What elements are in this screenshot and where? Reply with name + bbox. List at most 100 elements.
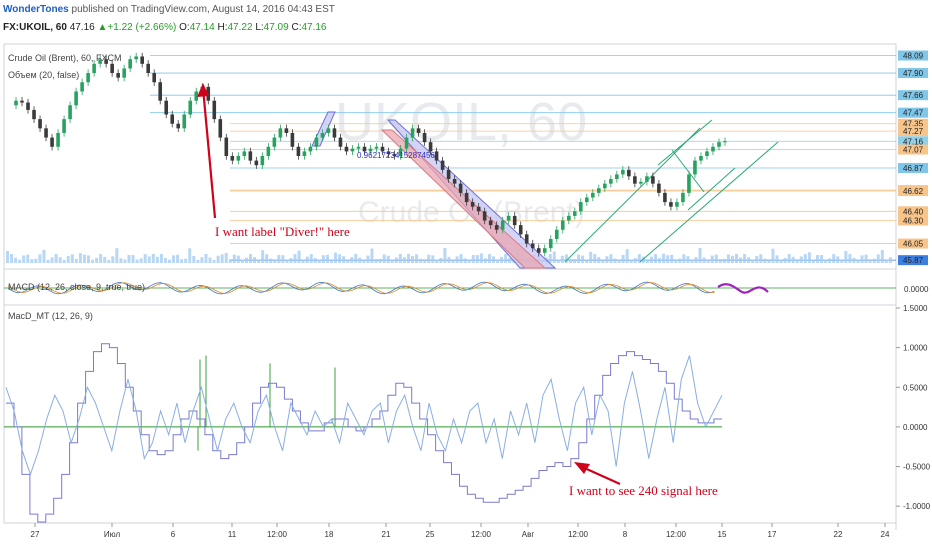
author-link[interactable]: WonderTones [3,4,69,15]
volume-bar [811,259,815,263]
volume-bar [694,257,698,263]
candle-body [158,82,163,101]
volume-bar [767,259,771,263]
price-tag-text: 47.27 [903,127,924,136]
arrowhead-icon [197,83,209,97]
volume-bar [755,255,759,263]
volume-pane-title[interactable]: Объем (20, false) [8,70,79,80]
price-candles[interactable] [14,52,727,257]
price-tag [898,50,928,61]
candle-body [380,146,385,152]
macdmt-signal-line [6,343,722,523]
candle-body [645,176,649,182]
volume-bar [686,256,690,263]
volume-bar [674,259,678,263]
volume-bar [253,257,257,263]
volume-bar [625,249,629,263]
volume-bar [281,255,285,263]
volume-bar [435,259,439,263]
price-tag-text: 47.07 [903,146,924,155]
price-tag [898,238,928,249]
volume-bar [848,254,852,263]
time-label: 17 [768,530,777,539]
price-tag-text: 45.87 [903,256,924,265]
trend-line-1[interactable] [564,127,701,263]
volume-bar [508,257,512,263]
macd-pane-title[interactable]: MACD (12, 26, close, 9, true, true) [8,282,145,292]
volume-bar [50,257,54,263]
candle-body [705,151,709,156]
volume-bar [240,259,244,263]
volume-bar [261,250,265,263]
candle-body [687,174,691,193]
macdmt-axis-label: 1.0000 [903,344,928,353]
price-pane-title[interactable]: Crude Oil (Brent), 60, FXCM [8,53,122,63]
candle-body [272,137,277,147]
volume-bar [374,259,378,263]
publish-line: WonderTones published on TradingView.com… [3,4,335,15]
candle-body [188,100,193,115]
volume-bar [91,259,95,263]
volume-bar [483,258,487,263]
volume-bar [200,257,204,263]
candle-body [681,192,685,203]
volume-bar [852,257,856,263]
volume-bar [38,254,42,263]
trend-line-2[interactable] [639,141,779,263]
volume-bar [581,255,585,263]
symbol-label[interactable]: FX:UKOIL, 60 [3,22,67,33]
macdmt-axis-label: 1.5000 [903,304,928,313]
volume-bar [698,248,702,263]
volume-bar [824,259,828,263]
volume-bar [856,259,860,263]
volume-bar [888,257,892,263]
macdmt-pane-title[interactable]: MacD_MT (12, 26, 9) [8,311,93,321]
volume-bar [139,258,143,263]
volume-bar [666,255,670,263]
candle-body [326,128,331,133]
volume-bar [573,259,576,263]
volume-bar [779,259,783,263]
price-tag-text: 46.05 [903,240,924,249]
publish-info: published on TradingView.com, August 14,… [71,4,335,15]
low-value: 47.09 [263,22,289,33]
price-tag-text: 47.66 [903,91,924,100]
volume-bar [370,248,374,263]
volume-bar [682,254,686,263]
candle-body [182,114,187,129]
down-channel-red[interactable] [380,129,547,269]
high-label: H: [217,22,228,33]
trend-line-5[interactable] [671,149,705,193]
candle-body [26,102,30,110]
volume-bar [548,254,552,263]
candle-body [482,211,487,221]
volume-bar [143,254,147,263]
volume-bar [560,255,564,263]
trend-line-3[interactable] [657,119,713,166]
volume-bar [26,254,30,263]
candle-body [248,151,253,161]
volume-bar [714,254,718,263]
volume-bar [496,259,500,263]
candle-body [512,215,517,226]
candle-body [398,148,403,156]
volume-bar [816,255,819,263]
macdmt-axis-label: 0.5000 [903,383,928,392]
volume-bar [783,257,787,263]
volume-bar [678,258,682,263]
candle-body [651,176,655,184]
volume-bar [645,259,649,263]
candle-body [314,137,319,147]
volume-bar [277,254,281,263]
volume-bar [188,248,192,263]
volume-bar [196,259,200,263]
time-label: 27 [31,530,40,539]
candle-body [723,141,727,143]
candle-body [669,202,673,207]
candle-body [663,192,667,203]
candle-body [488,220,493,226]
trend-line-4[interactable] [687,167,736,211]
volume-bar [864,254,868,263]
volume-bar [155,256,159,263]
